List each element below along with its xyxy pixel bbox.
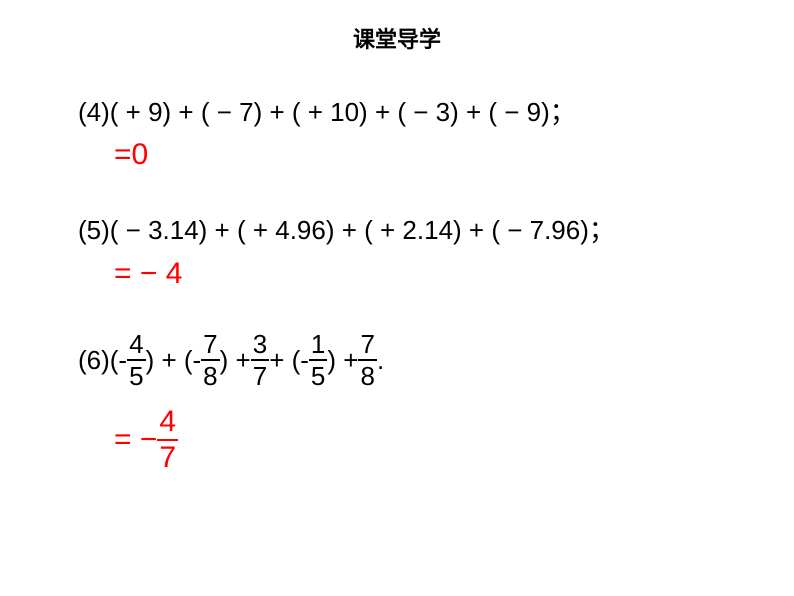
fraction-numerator: 3: [251, 331, 269, 361]
fraction-numerator: 4: [127, 331, 145, 361]
fraction-numerator: 4: [157, 407, 178, 441]
problem-6-seg4: ) +: [327, 347, 358, 373]
problem-6-suffix: .: [377, 347, 384, 373]
fraction-numerator: 7: [201, 331, 219, 361]
problem-6-prefix: (6)(-: [78, 347, 127, 373]
problem-5-answer: = − 4: [78, 249, 794, 291]
answer-6-prefix: = −: [114, 425, 157, 455]
fraction-4-7: 4 7: [157, 407, 178, 473]
problem-6-expression: (6)(- 4 5 ) + (- 7 8 ) + 3 7 + (- 1 5 ) …: [78, 331, 794, 389]
fraction-4-5: 4 5: [127, 331, 145, 389]
problem-4-answer: =0: [78, 130, 794, 172]
fraction-7-8-b: 7 8: [358, 331, 376, 389]
fraction-denominator: 8: [358, 361, 376, 389]
fraction-denominator: 7: [251, 361, 269, 389]
problem-5-expression: (5)( − 3.14) + ( + 4.96) + ( + 2.14) + (…: [78, 212, 794, 248]
problem-6-seg1: ) + (-: [146, 347, 202, 373]
fraction-numerator: 7: [358, 331, 376, 361]
fraction-denominator: 8: [201, 361, 219, 389]
fraction-7-8: 7 8: [201, 331, 219, 389]
problem-6-answer: = − 4 7: [78, 389, 794, 473]
fraction-1-5: 1 5: [309, 331, 327, 389]
problem-6-seg2: ) +: [220, 347, 251, 373]
fraction-3-7: 3 7: [251, 331, 269, 389]
page-title: 课堂导学: [0, 0, 794, 54]
problem-4-expression: (4)( + 9) + ( − 7) + ( + 10) + ( − 3) + …: [78, 94, 794, 130]
problem-6-seg3: + (-: [269, 347, 309, 373]
fraction-denominator: 7: [157, 441, 178, 473]
content-region: (4)( + 9) + ( − 7) + ( + 10) + ( − 3) + …: [0, 54, 794, 473]
fraction-denominator: 5: [127, 361, 145, 389]
fraction-denominator: 5: [309, 361, 327, 389]
fraction-numerator: 1: [309, 331, 327, 361]
